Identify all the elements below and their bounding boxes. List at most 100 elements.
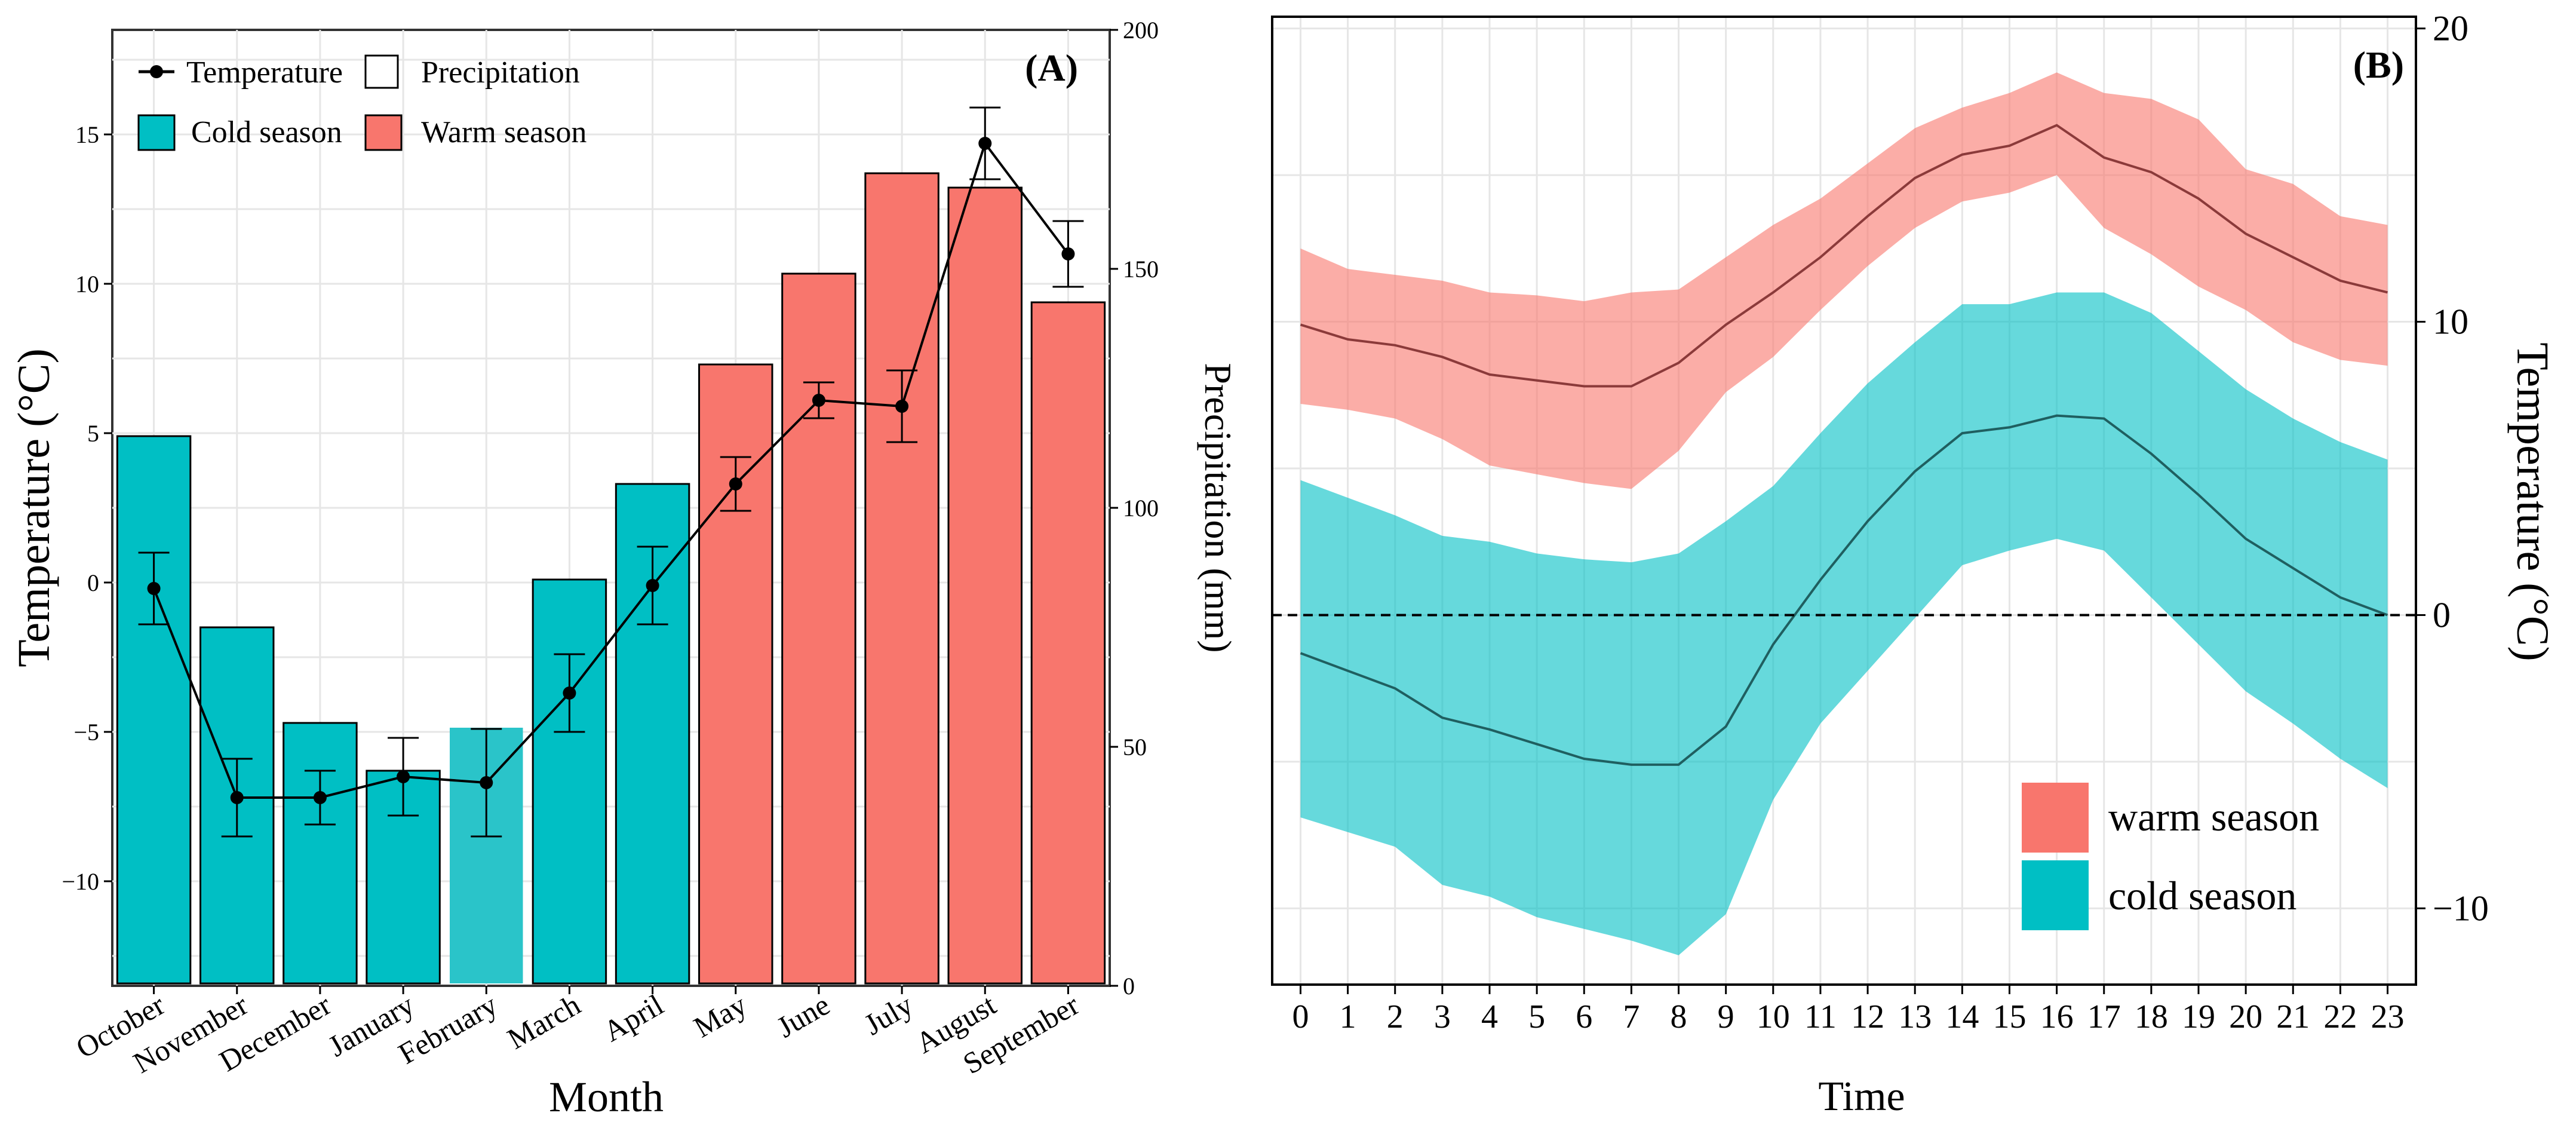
x-tick-label: 19 [2182,998,2215,1035]
band-cold-season [1300,292,2388,955]
x-tick-label-june: June [771,988,835,1044]
x-tick-label: 17 [2087,998,2121,1035]
bar-october [116,435,192,985]
x-tick-label: 9 [1718,998,1734,1035]
x-tick-label: 15 [1992,998,2026,1035]
panel-a-x-axis-title: Month [549,1073,664,1121]
panel-a-right-axis-title: Precipitation (mm) [1197,363,1239,652]
bar-march [532,578,607,985]
temperature-point-september [1061,247,1075,260]
x-tick-label: 14 [1945,998,1979,1035]
panel-b-y-axis-title: Temperature (°C) [2507,342,2557,661]
y-tick-label: −10 [2433,888,2489,928]
x-tick-label: 6 [1576,998,1592,1035]
temperature-point-april [646,579,659,592]
temperature-point-march [563,686,576,700]
legend-warm-season-label: warm season [2108,794,2319,839]
temperature-point-february [480,776,493,789]
bar-september [1030,301,1106,985]
legend-temperature-label: Temperature [186,56,343,90]
y-tick-label: 0 [2433,595,2451,634]
y-tick-label-left: 15 [75,121,99,148]
x-tick-label: 4 [1481,998,1498,1035]
panel-b-x-axis-title: Time [1818,1074,1905,1120]
panel-a-x-axis: OctoberNovemberDecemberJanuaryFebruaryMa… [70,986,1085,1080]
temperature-series-line [152,140,1070,799]
panel-b-label: (B) [2353,44,2404,86]
x-tick-label: 20 [2229,998,2262,1035]
x-tick-label: 10 [1757,998,1790,1035]
temperature-point-october [147,582,161,595]
panel-a-temperature-line [138,106,1084,838]
x-tick-label: 23 [2371,998,2405,1035]
x-tick-label: 16 [2040,998,2074,1035]
bar-august [947,186,1023,985]
panel-a-bars [116,172,1106,985]
mean-line-cold-season [1300,414,2388,766]
y-tick-label: 10 [2433,302,2468,342]
legend-cold-season-label: Cold season [191,115,342,149]
panel-b-x-axis: 0 1 2 3 4 5 6 7 8 9 10 11 12 13 14 15 16 17 18 19 20 21 22 23 [1292,985,2405,1035]
temperature-point-january [397,770,410,783]
y-tick-label-right: 50 [1123,734,1147,761]
x-tick-label: 7 [1623,998,1639,1035]
panel-a-label: (A) [1025,47,1078,89]
panel-a-left-axis-title: Temperature (°C) [9,348,59,667]
x-tick-label: 22 [2323,998,2357,1035]
legend-warm-season-swatch [2022,783,2089,853]
x-tick-label: 2 [1387,998,1404,1035]
x-tick-label: 8 [1671,998,1687,1035]
panel-b-plot-frame [1271,16,2417,986]
x-tick-label: 3 [1434,998,1451,1035]
bar-december [283,722,358,985]
panel-b-mean-lines [1300,124,2388,766]
x-tick-label-may: May [688,988,752,1044]
legend-cold-season-swatch [137,114,176,151]
bar-july [864,172,939,985]
legend-precipitation-label: Precipitation [421,56,580,90]
panel-a-legend: Temperature Precipitation Cold season Wa… [137,54,587,151]
x-tick-label-july: July [858,988,918,1041]
panel-b-y-axis: −10 0 10 20 [2416,9,2489,928]
x-tick-label: 11 [1804,998,1837,1035]
panel-b-legend: warm season cold season [2022,783,2319,930]
x-tick-label-march: March [502,988,586,1056]
x-tick-label: 5 [1528,998,1545,1035]
x-tick-label: 21 [2276,998,2310,1035]
legend-precipitation-swatch [364,54,399,89]
legend-warm-season-swatch [364,114,403,151]
temperature-point-august [978,137,992,150]
panel-a-left-axis: −10 −5 0 5 10 15 [62,121,112,895]
x-tick-label: 0 [1292,998,1309,1035]
bar-june [781,272,856,985]
legend-warm-season-label: Warm season [421,115,587,149]
y-tick-label-left: −5 [73,719,99,746]
y-tick-label-left: −10 [62,868,99,895]
temperature-point-november [230,791,244,804]
mean-line-warm-season [1300,124,2388,388]
temperature-point-july [895,400,909,413]
y-tick-label-right: 200 [1123,17,1159,44]
y-tick-label-right: 150 [1123,256,1159,283]
y-tick-label-right: 0 [1123,973,1135,1000]
x-tick-label: 12 [1851,998,1884,1035]
legend-cold-season-swatch [2022,860,2089,930]
y-tick-label-left: 5 [87,420,99,447]
x-tick-label-april: April [598,988,669,1048]
x-tick-label: 1 [1340,998,1356,1035]
temperature-point-december [313,791,327,804]
temperature-point-june [812,394,825,407]
y-tick-label-right: 100 [1123,495,1159,522]
y-tick-label-left: 0 [87,569,99,596]
x-tick-label: 13 [1898,998,1932,1035]
panel-a: −10 −5 0 5 10 15 0 50 100 150 200 OctoberNovember… [9,17,1239,1121]
y-tick-label-left: 10 [75,271,99,298]
x-tick-label: 18 [2135,998,2168,1035]
y-tick-label: 20 [2433,9,2468,48]
legend-temperature-swatch-point [150,65,163,78]
temperature-point-may [729,477,742,491]
panel-a-right-axis: 0 50 100 150 200 [1110,17,1159,1000]
legend-cold-season-label: cold season [2108,873,2296,918]
